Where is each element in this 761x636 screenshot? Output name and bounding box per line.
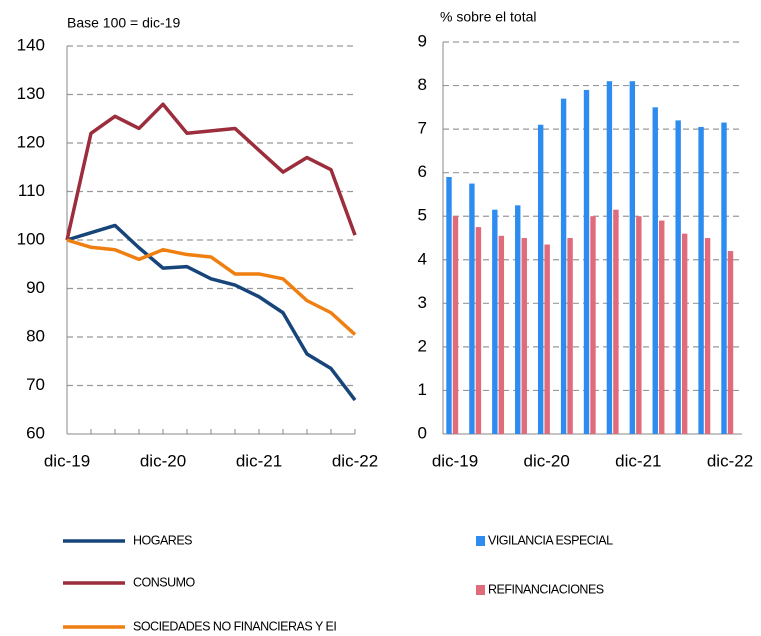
- bar: [544, 244, 550, 434]
- y-tick-label: 4: [418, 249, 427, 268]
- x-tick-label: dic-21: [615, 451, 661, 470]
- y-tick-label: 5: [418, 206, 427, 225]
- x-tick-label: dic-21: [236, 451, 282, 470]
- bar: [515, 205, 521, 434]
- bar: [675, 120, 681, 435]
- x-tick-label: dic-22: [707, 451, 753, 470]
- bar: [613, 209, 619, 434]
- y-tick-label: 0: [418, 423, 427, 442]
- legend-swatch: [476, 536, 485, 546]
- legend-label: VIGILANCIA ESPECIAL: [488, 533, 613, 547]
- y-tick-label: 90: [26, 278, 45, 297]
- y-tick-label: 120: [17, 132, 45, 151]
- bar: [698, 126, 704, 434]
- line-series: [66, 238, 357, 336]
- y-tick-label: 2: [418, 336, 427, 355]
- legend-label: SOCIEDADES NO FINANCIERAS Y EI: [133, 619, 336, 633]
- bar: [583, 89, 590, 435]
- bar: [537, 124, 544, 434]
- chart-subtitle: % sobre el total: [440, 9, 537, 25]
- x-tick-label: dic-20: [524, 451, 570, 470]
- y-tick-label: 1: [418, 380, 427, 399]
- x-tick-label: dic-19: [432, 451, 478, 470]
- bar: [498, 235, 505, 434]
- bar: [446, 177, 452, 434]
- bar: [590, 216, 596, 434]
- bar: [652, 107, 658, 434]
- x-tick-label: dic-20: [140, 451, 186, 470]
- bar: [704, 238, 711, 434]
- bar: [567, 238, 573, 434]
- bar: [492, 209, 498, 434]
- y-tick-label: 6: [418, 162, 427, 181]
- bar: [681, 233, 688, 434]
- bar: [521, 238, 527, 434]
- bar: [452, 216, 459, 434]
- line-series: [66, 223, 357, 402]
- y-tick-label: 7: [418, 119, 427, 138]
- bar: [636, 216, 642, 434]
- y-tick-label: 8: [418, 75, 427, 94]
- y-tick-label: 130: [17, 84, 45, 103]
- legend-label: CONSUMO: [133, 575, 196, 589]
- bar: [659, 220, 665, 434]
- chart-subtitle: Base 100 = dic-19: [67, 15, 180, 31]
- y-tick-label: 3: [418, 293, 427, 312]
- legend-swatch: [476, 585, 485, 595]
- bar: [469, 183, 475, 434]
- y-tick-label: 110: [18, 181, 45, 200]
- line-series: [65, 102, 357, 241]
- y-tick-label: 9: [418, 31, 427, 50]
- y-tick-label: 80: [26, 326, 45, 345]
- bar: [560, 98, 567, 434]
- bar: [727, 251, 734, 434]
- x-tick-label: dic-22: [332, 451, 378, 470]
- legend-label: HOGARES: [133, 533, 192, 547]
- y-tick-label: 60: [26, 423, 45, 442]
- legend-label: REFINANCIACIONES: [488, 582, 604, 596]
- bar: [606, 81, 613, 434]
- y-tick-label: 70: [26, 375, 45, 394]
- x-tick-label: dic-19: [44, 451, 90, 470]
- bar: [629, 81, 636, 434]
- y-tick-label: 140: [17, 35, 45, 54]
- y-tick-label: 100: [17, 229, 45, 248]
- bar: [475, 227, 482, 434]
- bar: [721, 122, 727, 435]
